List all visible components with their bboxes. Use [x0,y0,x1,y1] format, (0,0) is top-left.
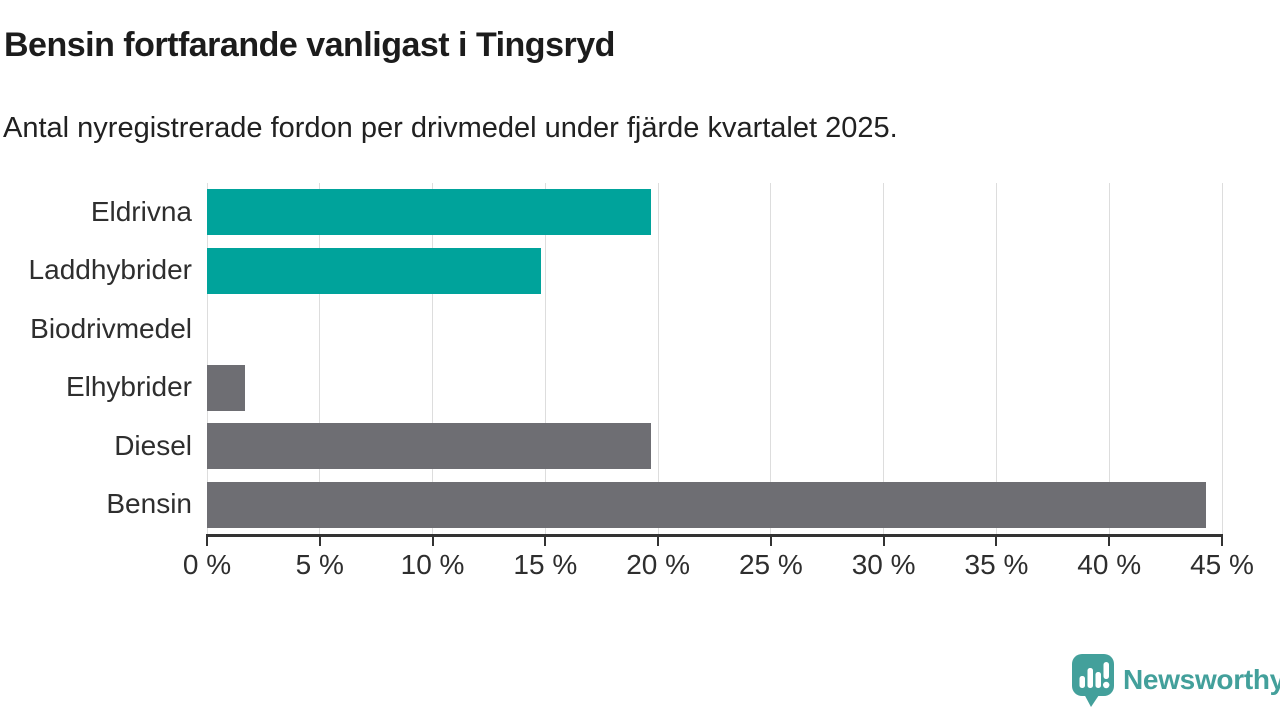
x-tick-label: 10 % [400,549,465,580]
x-tick-label: 30 % [851,549,916,580]
gridline [770,183,772,534]
x-tick-mark [206,537,208,546]
bar-elhybrider [207,364,246,411]
category-label: Eldrivna [90,195,192,227]
newsworthy-logo: Newsworthy [1072,652,1280,708]
x-tick-label: 15 % [513,549,578,580]
category-label: Elhybrider [65,371,192,403]
bar-diesel [207,423,652,470]
category-label: Bensin [106,488,192,520]
x-tick-label: 20 % [626,549,691,580]
bar-chart-plot: 0 % 5 % 10 % 15 % 20 % 25 % 30 % 35 % 40 % 45 % [183,183,1254,580]
x-tick-label: 25 % [738,549,803,580]
category-label: Diesel [114,429,192,461]
gridline [432,183,434,534]
chart-title: Bensin fortfarande vanligast i Tingsryd [4,26,615,64]
chart-subtitle: Antal nyregistrerade fordon per drivmede… [3,112,898,144]
category-label: Laddhybrider [28,254,192,286]
gridline [883,183,885,534]
newsworthy-logo-icon [1072,654,1114,707]
x-tick-mark [318,537,321,546]
x-tick-label: 40 % [1077,549,1142,580]
x-tick-mark [882,537,885,546]
x-tick-mark [1221,537,1223,546]
category-label: Biodrivmedel [30,312,192,344]
x-tick-label: 35 % [964,549,1029,580]
gridline [544,183,546,534]
x-tick-label: 0 % [182,549,232,580]
x-tick-mark [431,537,434,546]
x-tick-mark [769,537,772,546]
newsworthy-logo-text: Newsworthy [1123,664,1280,695]
bar-eldrivna [207,189,652,236]
x-tick-mark [995,537,998,546]
gridline [1108,183,1110,534]
gridline [1221,183,1223,534]
x-tick-label: 45 % [1190,549,1254,580]
gridline [995,183,997,534]
category-labels: Eldrivna Laddhybrider Biodrivmedel Elhybrid… [0,183,192,534]
gridline [319,183,321,534]
x-tick-mark [657,537,660,546]
x-tick-mark [544,537,547,546]
x-axis-line [206,534,1223,537]
bar-laddhybrider [207,247,541,294]
gridline [657,183,659,534]
gridline [206,183,208,534]
x-tick-label: 5 % [295,549,344,580]
bar-bensin [207,481,1207,528]
x-tick-mark [1108,537,1111,546]
